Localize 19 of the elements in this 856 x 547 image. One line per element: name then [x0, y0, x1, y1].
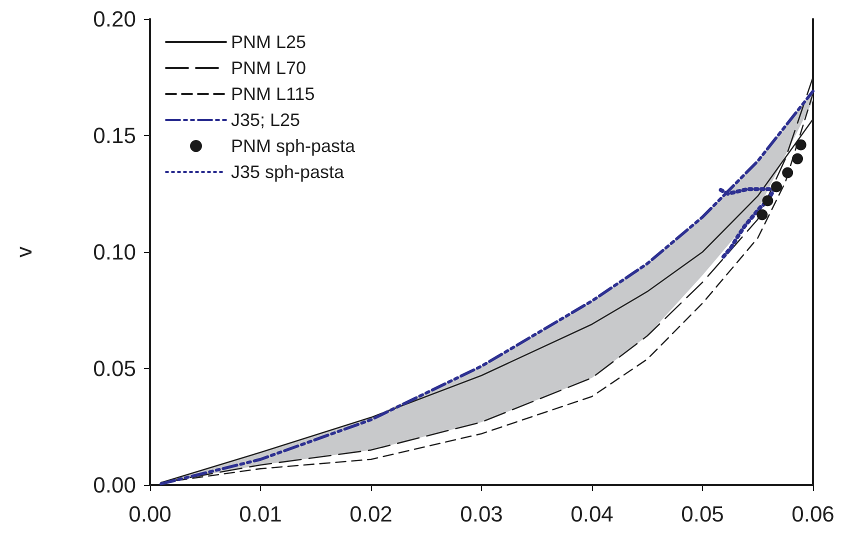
legend-label: PNM sph-pasta	[231, 136, 356, 156]
x-tick-label: 0.00	[128, 502, 172, 526]
x-tick-label: 0.02	[350, 502, 392, 526]
legend-label: PNM L70	[231, 58, 306, 78]
legend-label: J35 sph-pasta	[231, 162, 346, 182]
y-tick-label: 0.05	[93, 356, 136, 381]
x-tick-label: 0.03	[460, 502, 503, 526]
x-tick-label: 0.01	[239, 502, 282, 526]
x-tick-label: 0.06	[792, 502, 834, 526]
y-tick-label: 0.15	[93, 123, 136, 148]
legend-label: PNM L115	[231, 84, 315, 104]
legend-label: PNM L25	[231, 32, 306, 52]
legend-label: J35; L25	[231, 110, 300, 130]
x-tick-label: 0.04	[570, 502, 614, 526]
y-tick-label: 0.20	[93, 6, 136, 32]
y-axis-title: v	[12, 246, 36, 258]
y-tick-label: 0.00	[93, 472, 136, 498]
y-tick-label: 0.10	[93, 240, 136, 264]
x-tick-label: 0.05	[681, 502, 724, 526]
